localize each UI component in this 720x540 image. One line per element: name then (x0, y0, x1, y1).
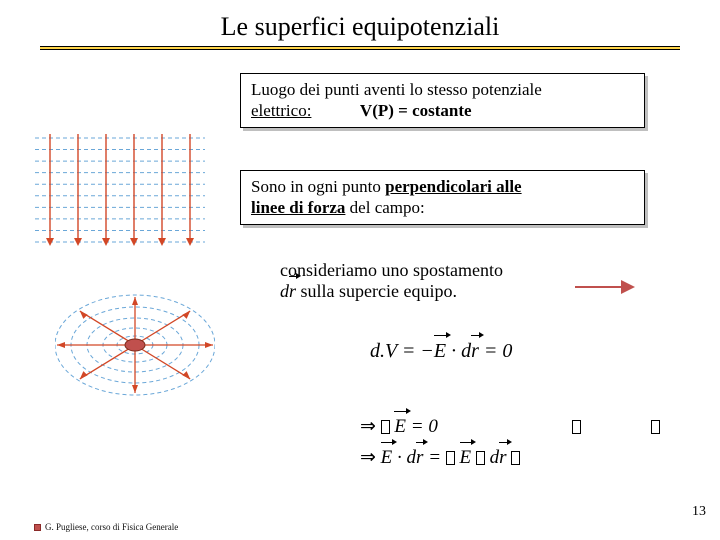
math-impl1-eq0: = 0 (406, 416, 438, 437)
diagram-radial-field (55, 280, 215, 410)
math-box-char-3 (651, 420, 660, 434)
definition-line2: elettrico: V(P) = costante (251, 100, 634, 121)
math-box-char-6 (511, 451, 520, 465)
math-dv-dot: · d (446, 340, 471, 362)
footer-credit: G. Pugliese, corso di Fisica Generale (34, 522, 178, 532)
page-number: 13 (692, 504, 706, 520)
math-impl-arrow2: ⇒ (360, 447, 381, 468)
definition-line2a: elettrico: (251, 101, 311, 120)
math-dv-lhs: d.V = − (370, 340, 434, 362)
definition-line1: Luogo dei punti aventi lo stesso potenzi… (251, 79, 634, 100)
math-implications: ⇒ E = 0 ⇒ E · dr = E dr (360, 415, 660, 469)
perp-line2a: linee di forza (251, 198, 345, 217)
perp-line1a: Sono in ogni punto (251, 177, 385, 196)
diagram-radial-svg (55, 280, 215, 410)
math-impl2-d: d (490, 447, 500, 468)
math-consider-line1: consideriamo uno spostamento (280, 260, 503, 281)
math-impl2-dot: · d (392, 447, 416, 468)
title-rule (40, 46, 680, 50)
math-dv-eq0: = 0 (479, 340, 513, 362)
perpendicular-box: Sono in ogni punto perpendicolari alle l… (240, 170, 645, 225)
math-impl2-E: E (381, 447, 393, 469)
math-consider-rest: sulla supercie equipo. (296, 281, 457, 301)
math-dr-d: d (280, 281, 289, 301)
math-impl2-E2: E (460, 447, 472, 469)
footer-text: G. Pugliese, corso di Fisica Generale (45, 522, 178, 532)
diagram-parallel-field (30, 130, 210, 250)
math-impl2-r: r (416, 447, 423, 469)
math-dv-r: r (471, 340, 479, 363)
diagram-parallel-svg (30, 130, 210, 250)
math-impl1: ⇒ E = 0 (360, 415, 660, 438)
footer-bullet-icon (34, 524, 41, 531)
definition-box: Luogo dei punti aventi lo stesso potenzi… (240, 73, 645, 128)
math-box-char-2 (572, 420, 581, 434)
perp-line2: linee di forza del campo: (251, 197, 634, 218)
math-dv-E: E (434, 340, 446, 363)
math-impl1-E: E (394, 416, 406, 438)
perp-line2b: del campo: (345, 198, 424, 217)
math-impl-arrow1: ⇒ (360, 416, 381, 437)
perp-line1: Sono in ogni punto perpendicolari alle (251, 176, 634, 197)
math-impl2: ⇒ E · dr = E dr (360, 446, 660, 469)
math-box-char-5 (476, 451, 485, 465)
math-box-char-1 (381, 420, 390, 434)
slide-title: Le superfici equipotenziali (0, 0, 720, 42)
arrow-icon (575, 280, 635, 294)
definition-formula: V(P) = costante (360, 101, 472, 120)
math-box-char-4 (446, 451, 455, 465)
perp-line1b: perpendicolari alle (385, 177, 521, 196)
math-consider-line2: dr sulla supercie equipo. (280, 281, 503, 302)
math-dv-equation: d.V = −E · dr = 0 (370, 340, 512, 363)
math-consider: consideriamo uno spostamento dr sulla su… (280, 260, 503, 302)
math-impl2-r2: r (499, 447, 506, 469)
math-impl2-eq: = (423, 447, 445, 468)
math-dr-r: r (289, 281, 296, 302)
